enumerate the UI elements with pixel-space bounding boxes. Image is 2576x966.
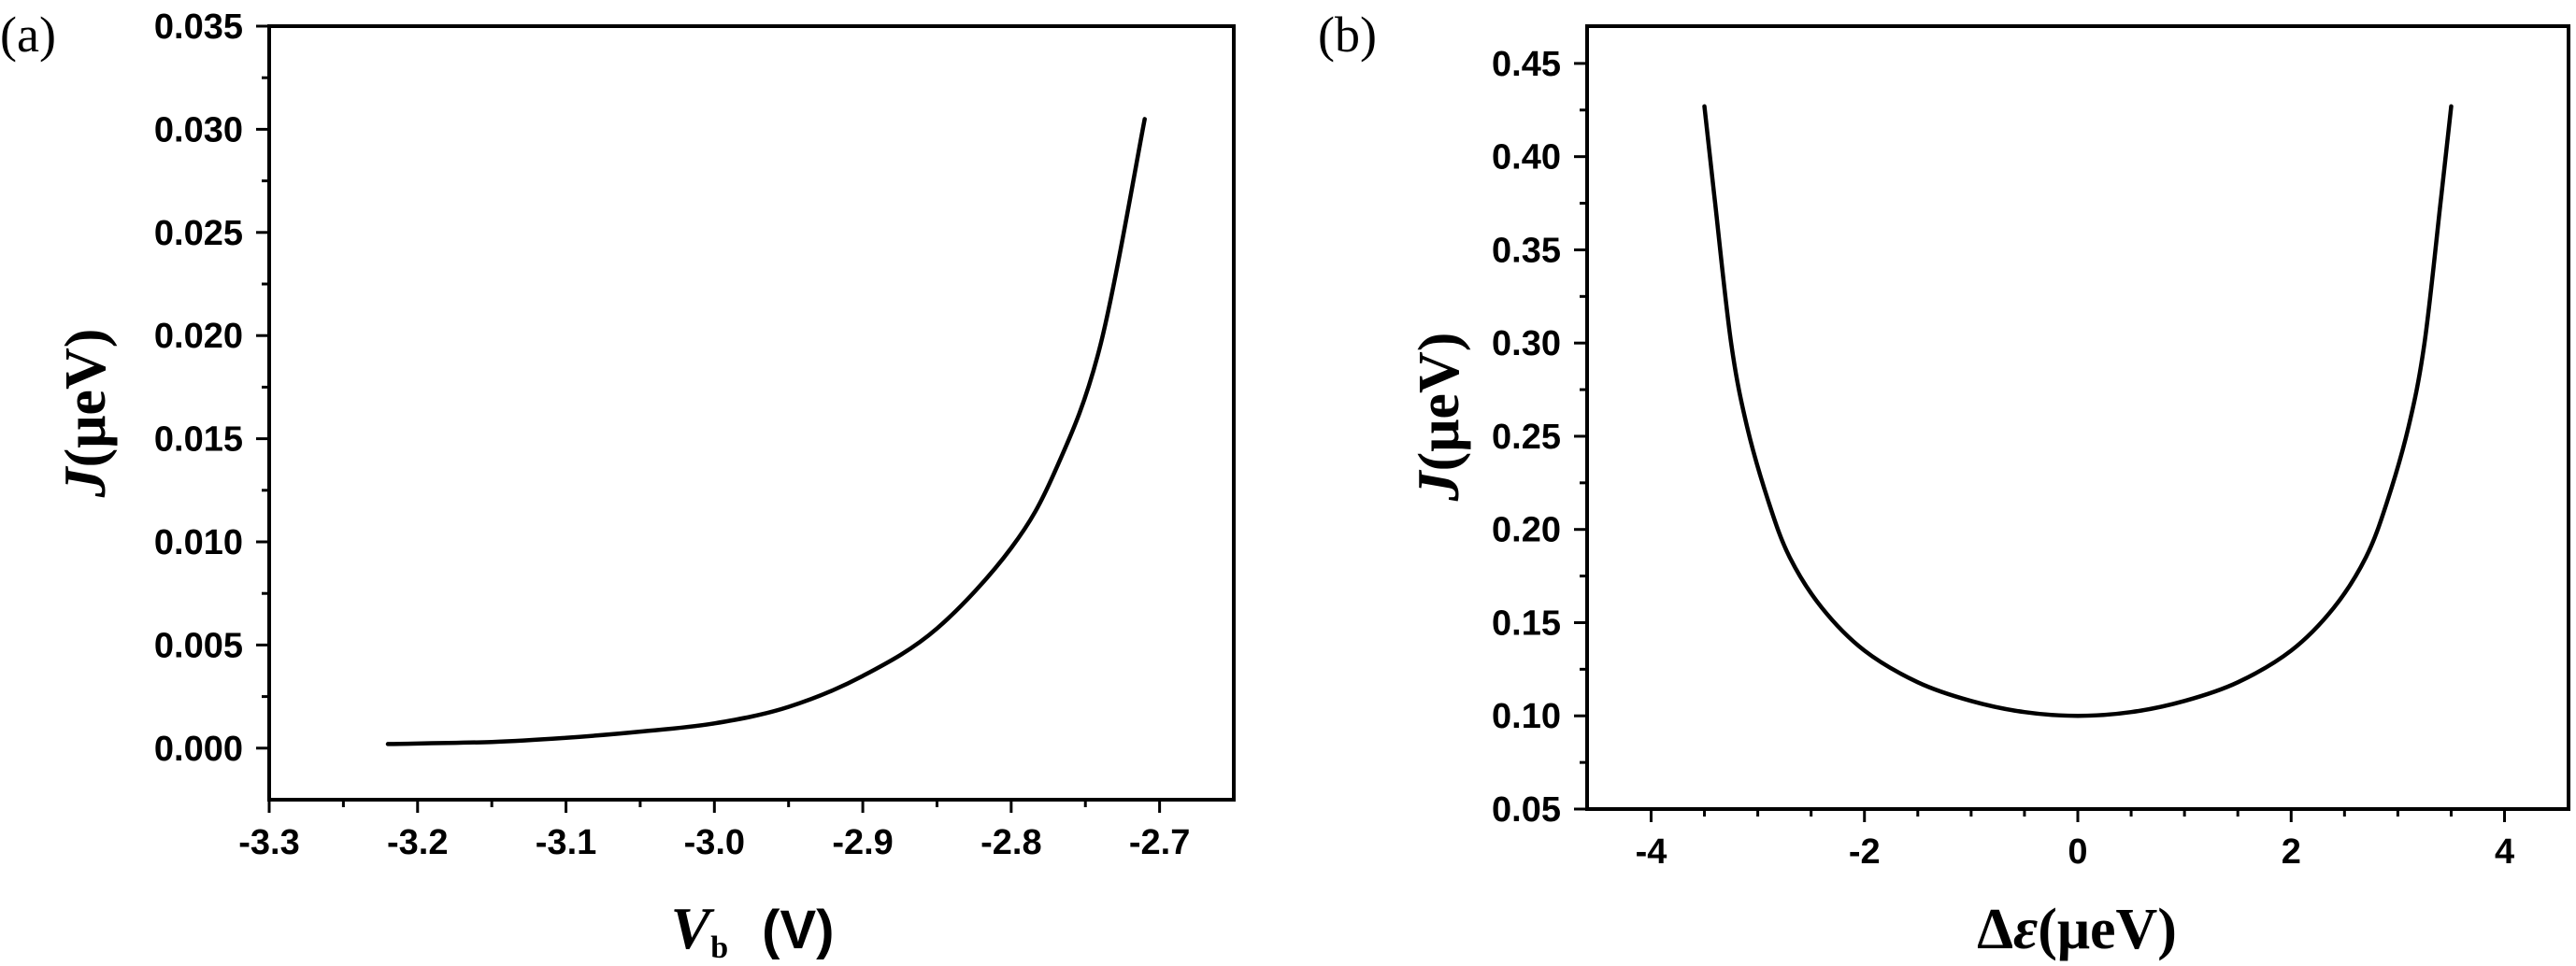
panel-b-plot-frame (1585, 24, 2570, 811)
panel-a: (a) 0.0000.0050.0100.0150.0200.0250.0300… (0, 7, 1236, 965)
b-y-tick-label: 0.05 (1492, 790, 1561, 830)
b-x-tick-label: 4 (2495, 832, 2514, 872)
panel-b-x-label-var: ε (2013, 895, 2038, 961)
panel-b-y-label-var: J (1405, 469, 1471, 502)
panel-a-x-tick-labels: -3.3 -3.2 -3.1 -3.0 -2.9 -2.8 -2.7 (238, 823, 1190, 862)
a-x-tick-label: -3.2 (387, 823, 448, 862)
a-x-tick-label: -2.7 (1129, 823, 1190, 862)
b-y-tick-label: 0.15 (1492, 604, 1561, 643)
panel-b-x-tick-labels: -4 -2 0 2 4 (1636, 832, 2515, 872)
b-x-tick-label: 2 (2282, 832, 2301, 872)
panel-a-plot-frame (267, 24, 1236, 802)
a-x-tick-label: -3.0 (684, 823, 745, 862)
b-y-tick-label: 0.30 (1492, 324, 1561, 363)
panel-b-y-axis-label: J(μeV) (1405, 333, 1471, 503)
panel-a-x-label-sub: b (710, 930, 728, 965)
b-y-tick-label: 0.20 (1492, 511, 1561, 550)
a-y-tick-label: 0.025 (154, 214, 243, 253)
panel-b-x-label-delta: Δ (1977, 898, 2013, 961)
panel-a-y-axis-label: J(μeV) (51, 329, 118, 499)
panel-b-ticks (1574, 62, 2507, 822)
b-y-tick-label: 0.45 (1492, 45, 1561, 84)
b-x-tick-label: -4 (1636, 832, 1667, 872)
panel-a-curve (385, 117, 1147, 746)
a-y-tick-label: 0.005 (154, 626, 243, 665)
panel-a-x-label-var: V (671, 895, 716, 961)
a-y-tick-label: 0.000 (154, 730, 243, 769)
a-y-tick-label: 0.010 (154, 523, 243, 562)
b-x-tick-label: 0 (2068, 832, 2087, 872)
a-x-tick-label: -3.1 (536, 823, 596, 862)
a-x-tick-label: -2.9 (832, 823, 893, 862)
b-y-tick-label: 0.40 (1492, 138, 1561, 178)
panel-a-y-label-unit: (μeV) (54, 329, 118, 468)
panel-b-y-tick-labels: 0.05 0.10 0.15 0.20 0.25 0.30 0.35 0.40 0.45 (1492, 45, 1561, 830)
a-y-tick-label: 0.015 (154, 420, 243, 460)
panel-a-label: (a) (0, 7, 56, 63)
a-x-tick-label: -2.8 (980, 823, 1041, 862)
a-y-tick-label: 0.035 (154, 7, 243, 47)
b-y-tick-label: 0.35 (1492, 231, 1561, 270)
a-y-tick-label: 0.020 (154, 317, 243, 356)
panel-a-y-label-var: J (51, 465, 118, 498)
b-y-tick-label: 0.10 (1492, 697, 1561, 736)
panel-b-curve (1702, 104, 2454, 718)
panel-a-ticks (256, 24, 1162, 813)
panel-b: (b) 0.05 0.10 0.15 0.20 0.25 0.30 0.35 0.40 0.45… (1318, 7, 2570, 961)
b-y-tick-label: 0.25 (1492, 418, 1561, 457)
a-y-tick-label: 0.030 (154, 110, 243, 149)
panel-b-x-label-unit: (μeV) (2038, 898, 2177, 961)
a-x-tick-label: -3.3 (238, 823, 299, 862)
panel-a-x-axis-label: Vb (V) (671, 895, 835, 965)
panel-a-y-tick-labels: 0.000 0.005 0.010 0.015 0.020 0.025 0.030 0.035 (154, 7, 243, 769)
panel-b-x-axis-label: Δε(μeV) (1977, 895, 2177, 961)
b-x-tick-label: -2 (1849, 832, 1881, 872)
panel-b-y-label-unit: (μeV) (1408, 333, 1471, 472)
panel-b-label: (b) (1318, 7, 1377, 63)
panel-a-x-label-unit: (V) (762, 900, 834, 960)
